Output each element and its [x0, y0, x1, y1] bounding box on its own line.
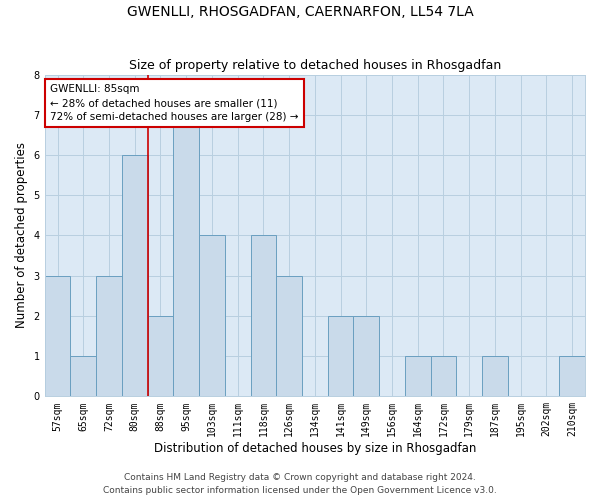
Bar — [431, 356, 457, 397]
Title: Size of property relative to detached houses in Rhosgadfan: Size of property relative to detached ho… — [129, 59, 501, 72]
Text: GWENLLI: 85sqm
← 28% of detached houses are smaller (11)
72% of semi-detached ho: GWENLLI: 85sqm ← 28% of detached houses … — [50, 84, 299, 122]
Bar — [173, 115, 199, 396]
Bar — [482, 356, 508, 397]
Bar — [559, 356, 585, 397]
Y-axis label: Number of detached properties: Number of detached properties — [15, 142, 28, 328]
Bar — [328, 316, 353, 396]
Bar — [199, 236, 225, 396]
Bar — [405, 356, 431, 397]
Bar — [96, 276, 122, 396]
Bar — [70, 356, 96, 397]
Bar — [276, 276, 302, 396]
Bar — [44, 276, 70, 396]
Bar — [148, 316, 173, 396]
Text: GWENLLI, RHOSGADFAN, CAERNARFON, LL54 7LA: GWENLLI, RHOSGADFAN, CAERNARFON, LL54 7L… — [127, 5, 473, 19]
Text: Contains HM Land Registry data © Crown copyright and database right 2024.
Contai: Contains HM Land Registry data © Crown c… — [103, 474, 497, 495]
Bar — [122, 155, 148, 396]
X-axis label: Distribution of detached houses by size in Rhosgadfan: Distribution of detached houses by size … — [154, 442, 476, 455]
Bar — [251, 236, 276, 396]
Bar — [353, 316, 379, 396]
